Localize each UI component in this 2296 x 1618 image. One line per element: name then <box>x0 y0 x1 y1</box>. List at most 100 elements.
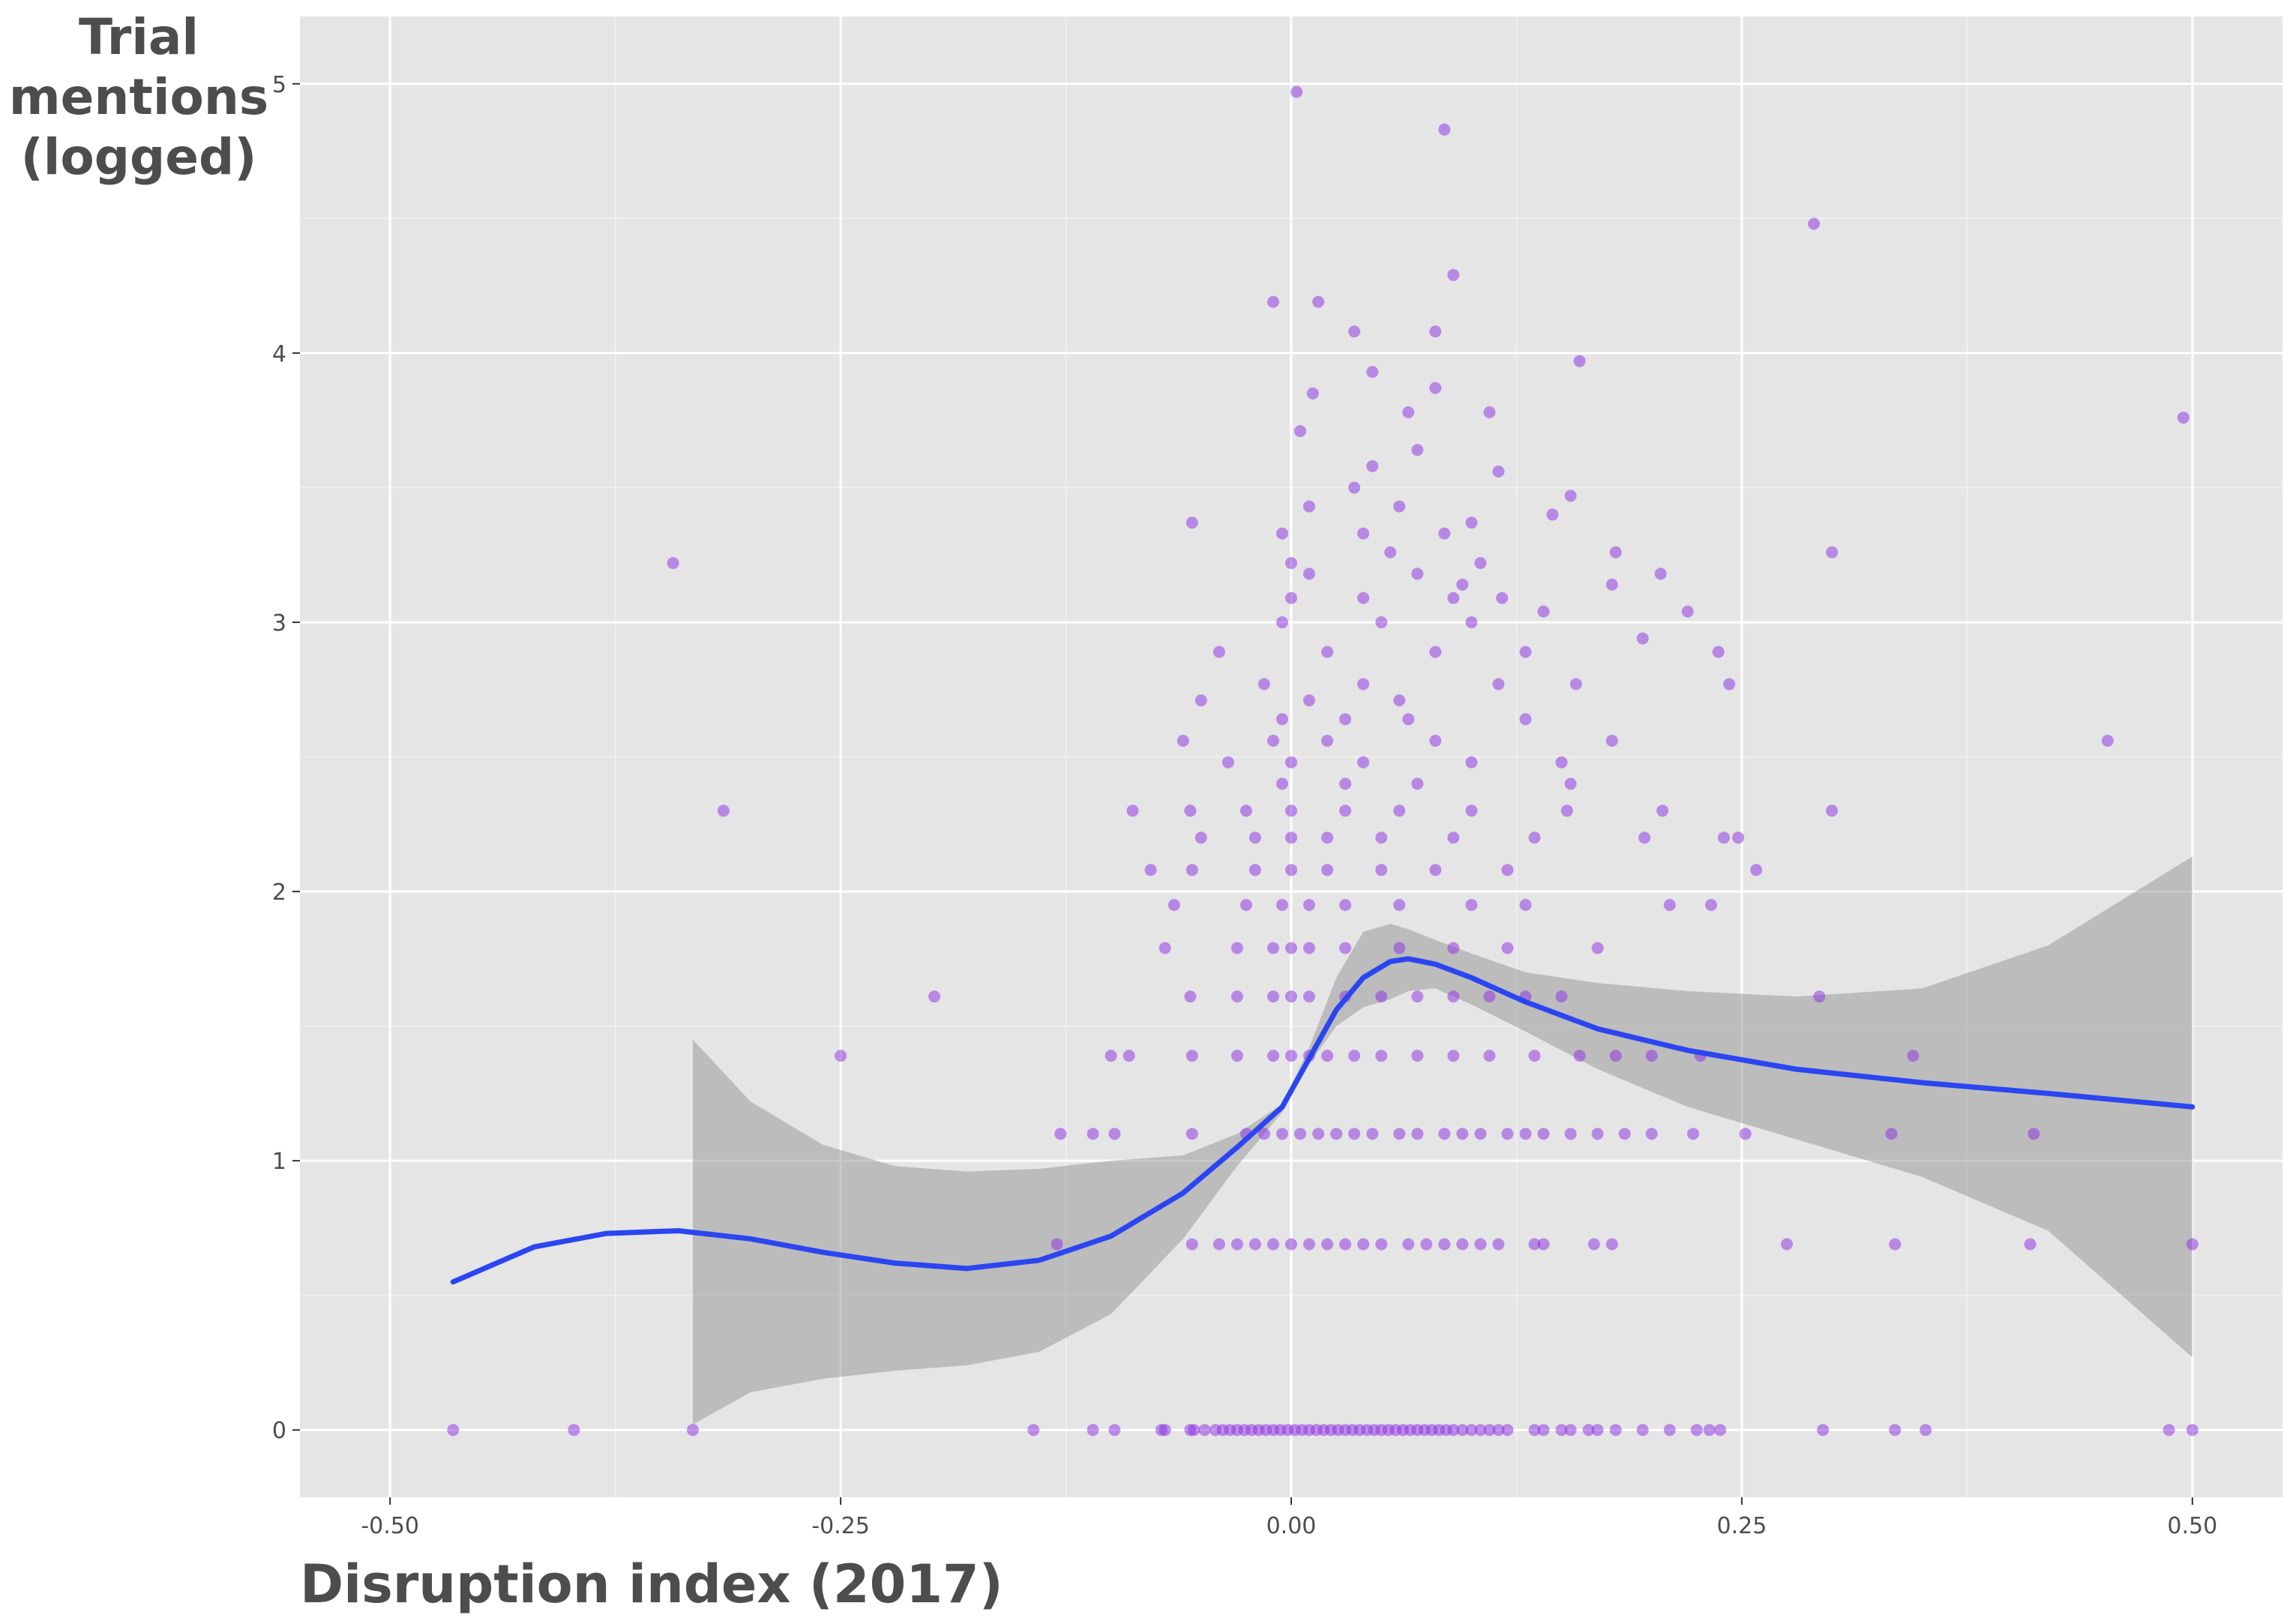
data-point <box>1393 1128 1406 1140</box>
y-tick-label: 3 <box>272 610 286 637</box>
data-point <box>1474 1128 1487 1140</box>
data-point <box>1781 1238 1793 1251</box>
data-point <box>1194 694 1207 707</box>
data-point <box>2024 1238 2037 1251</box>
data-point <box>1185 1128 1198 1140</box>
data-point <box>1366 460 1379 472</box>
data-point <box>1339 1238 1352 1251</box>
y-axis-label-line-1: Trial <box>78 8 199 66</box>
data-point <box>1184 990 1197 1003</box>
data-point <box>1144 864 1157 876</box>
data-point <box>2028 1128 2040 1140</box>
data-point <box>1348 325 1361 338</box>
data-point <box>1185 864 1198 876</box>
smooth-line <box>450 956 2196 1285</box>
data-point <box>1167 899 1180 911</box>
data-point <box>1411 778 1424 790</box>
data-point <box>1645 1128 1658 1140</box>
data-point <box>1185 517 1198 529</box>
data-point <box>1257 1128 1270 1140</box>
data-point <box>1587 1238 1600 1251</box>
data-point <box>1465 756 1478 769</box>
data-point <box>1519 713 1532 726</box>
data-point <box>1690 1424 1703 1437</box>
data-point <box>1564 1424 1577 1437</box>
data-point <box>1402 406 1415 418</box>
data-point <box>1285 557 1297 569</box>
data-point <box>1185 1238 1198 1251</box>
data-point <box>1605 1238 1618 1251</box>
data-point <box>1456 1128 1469 1140</box>
data-point <box>1276 778 1288 790</box>
data-point <box>1447 942 1460 954</box>
data-point <box>1411 990 1424 1003</box>
data-point <box>667 557 679 569</box>
data-point <box>1492 1238 1505 1251</box>
data-point <box>1375 990 1388 1003</box>
data-point <box>1198 1424 1211 1437</box>
data-point <box>1339 805 1352 817</box>
data-point <box>1184 805 1197 817</box>
data-point <box>1375 616 1388 628</box>
data-point <box>1420 1238 1433 1251</box>
data-point <box>1276 527 1288 540</box>
y-tick-label: 2 <box>272 879 286 906</box>
data-point <box>1285 990 1297 1003</box>
data-point <box>1339 713 1352 726</box>
data-point <box>1705 899 1717 911</box>
data-point <box>1636 1424 1649 1437</box>
data-point <box>1267 1238 1279 1251</box>
data-point <box>1492 1424 1505 1437</box>
data-point <box>2101 735 2114 747</box>
data-point <box>2163 1424 2175 1437</box>
x-tick-label: 0.00 <box>1266 1513 1317 1539</box>
data-point <box>1402 1238 1415 1251</box>
data-point <box>1357 1238 1370 1251</box>
data-point <box>1654 568 1667 580</box>
data-point <box>1609 1050 1622 1062</box>
data-point <box>1123 1050 1135 1062</box>
data-point <box>1889 1238 1902 1251</box>
data-point <box>1126 805 1139 817</box>
data-point <box>1303 694 1315 707</box>
data-point <box>1546 508 1559 521</box>
data-point <box>1739 1128 1752 1140</box>
data-point <box>1267 295 1279 308</box>
data-point <box>1230 990 1243 1003</box>
data-point <box>1573 1050 1586 1062</box>
data-point <box>1555 1424 1568 1437</box>
data-point <box>1429 382 1442 394</box>
y-axis-label-line-3: (logged) <box>20 128 257 186</box>
data-point <box>1638 831 1651 844</box>
data-point <box>1230 1238 1243 1251</box>
data-point <box>1474 1424 1487 1437</box>
data-point <box>1456 578 1469 591</box>
data-point <box>1321 735 1334 747</box>
data-point <box>1723 678 1736 691</box>
data-point <box>1239 805 1252 817</box>
data-point <box>1920 1424 1932 1437</box>
data-point <box>1158 1424 1171 1437</box>
data-point <box>1303 1238 1315 1251</box>
data-point <box>1303 990 1315 1003</box>
data-point <box>1239 899 1252 911</box>
data-point <box>1465 616 1478 628</box>
data-point <box>1411 1050 1424 1062</box>
data-point <box>1411 568 1424 580</box>
x-tick-label: 0.50 <box>2167 1513 2217 1539</box>
data-point <box>1564 490 1577 502</box>
data-point <box>1582 1424 1595 1437</box>
data-point <box>1591 942 1604 954</box>
data-point <box>1176 735 1189 747</box>
y-tick-label: 4 <box>272 341 286 367</box>
data-point <box>1907 1050 1920 1062</box>
data-point <box>835 1050 847 1062</box>
data-point <box>1605 578 1618 591</box>
data-point <box>1618 1128 1631 1140</box>
data-point <box>1303 942 1315 954</box>
data-point <box>1267 990 1279 1003</box>
data-point <box>1681 605 1694 618</box>
data-point <box>1393 899 1406 911</box>
data-point <box>1321 1050 1334 1062</box>
data-point <box>1357 527 1370 540</box>
